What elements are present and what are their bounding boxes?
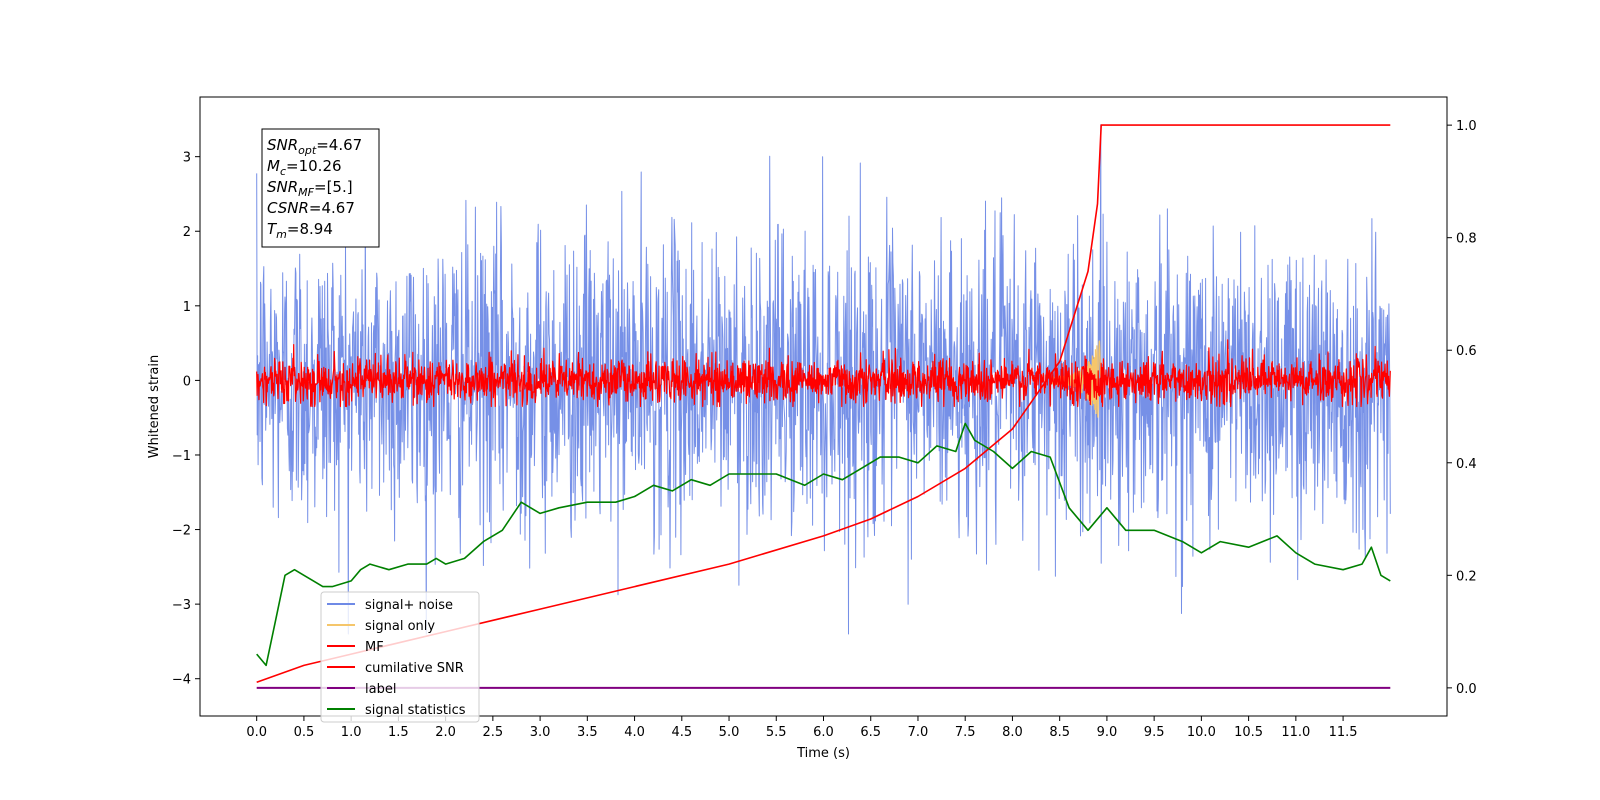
x-axis-label: Time (s) [796, 746, 850, 761]
legend-label: signal only [365, 619, 435, 634]
y-tick-label: −3 [172, 598, 191, 613]
x-tick-label: 9.0 [1097, 725, 1118, 740]
y2-tick-label: 0.0 [1456, 682, 1477, 697]
y-tick-label: 0 [183, 374, 191, 389]
x-tick-label: 3.0 [530, 725, 551, 740]
x-tick-label: 8.0 [1002, 725, 1023, 740]
x-tick-label: 11.5 [1329, 725, 1358, 740]
y2-tick-label: 0.2 [1456, 569, 1477, 584]
x-axis: 0.0 0.5 1.0 1.5 2.0 2.5 3.0 3.5 4.0 4.5 5.0 5.5 6.0 6… [246, 716, 1358, 740]
x-tick-label: 10.5 [1234, 725, 1263, 740]
series-signal-statistics-line [256, 422, 1391, 667]
x-tick-label: 4.5 [671, 725, 692, 740]
y-tick-label: −4 [172, 673, 191, 688]
x-tick-label: 7.5 [955, 725, 976, 740]
y2-tick-label: 0.6 [1456, 344, 1477, 359]
x-tick-label: 9.5 [1144, 725, 1165, 740]
x-tick-label: 10.0 [1187, 725, 1216, 740]
x-tick-label: 6.5 [860, 725, 881, 740]
y2-tick-label: 0.4 [1456, 457, 1477, 472]
y-axis-left: 3 2 1 0 −1 −2 −3 −4 [172, 151, 200, 688]
legend-label: MF [365, 640, 384, 655]
legend-label: signal statistics [365, 703, 466, 718]
y-tick-label: 3 [183, 151, 191, 166]
y-tick-label: 2 [183, 225, 191, 240]
info-box-line: SNRopt=4.67 [267, 136, 362, 157]
legend: signal+ noise signal only MF cumilative SNR… [320, 591, 480, 723]
y2-tick-label: 1.0 [1456, 119, 1477, 134]
x-tick-label: 6.0 [813, 725, 834, 740]
x-tick-label: 1.0 [341, 725, 362, 740]
x-tick-label: 7.0 [908, 725, 929, 740]
info-box-line: Tm=8.94 [267, 220, 333, 241]
legend-frame [320, 591, 480, 723]
x-tick-label: 8.5 [1049, 725, 1070, 740]
info-box-line: CSNR=4.67 [267, 199, 355, 217]
y-tick-label: −2 [172, 524, 191, 539]
y-tick-label: 1 [183, 300, 191, 315]
x-tick-label: 5.0 [719, 725, 740, 740]
info-box-line: SNRMF=[5.] [267, 178, 353, 199]
x-tick-label: 1.5 [388, 725, 409, 740]
x-tick-label: 5.5 [766, 725, 787, 740]
x-tick-label: 2.0 [435, 725, 456, 740]
x-tick-label: 3.5 [577, 725, 598, 740]
x-tick-label: 11.0 [1281, 725, 1310, 740]
x-tick-label: 0.0 [246, 725, 267, 740]
x-tick-label: 0.5 [294, 725, 315, 740]
series-mf-line [256, 339, 1391, 408]
y-axis-label: Whitened strain [147, 355, 162, 458]
legend-label: signal+ noise [365, 598, 453, 613]
x-tick-label: 2.5 [483, 725, 504, 740]
legend-label: label [365, 682, 396, 697]
legend-label: cumilative SNR [365, 661, 464, 676]
y-tick-label: −1 [172, 449, 191, 464]
info-box-line: Mc=10.26 [267, 157, 342, 178]
x-tick-label: 4.0 [624, 725, 645, 740]
y2-tick-label: 0.8 [1456, 232, 1477, 247]
info-box-frame [261, 128, 380, 248]
y-axis-right: 1.0 0.8 0.6 0.4 0.2 0.0 [1447, 119, 1477, 697]
